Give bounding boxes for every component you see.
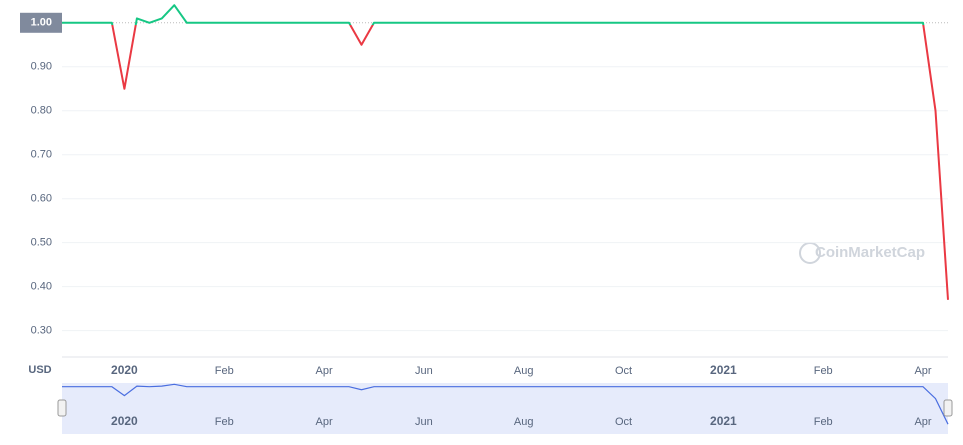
navigator-handle[interactable]	[57, 399, 67, 417]
y-tick-label: 0.90	[31, 61, 52, 73]
x-tick-label: 2021	[710, 363, 737, 377]
x-tick-label: Feb	[814, 365, 833, 377]
navigator-label: Oct	[615, 416, 632, 428]
x-tick-label: Apr	[315, 365, 332, 377]
x-tick-label: 2020	[111, 363, 138, 377]
navigator-bg[interactable]	[62, 383, 948, 434]
x-tick-label: Jun	[415, 365, 433, 377]
y-tick-label: 0.50	[31, 237, 52, 249]
y-tick-label: 0.30	[31, 325, 52, 337]
price-line	[62, 4, 949, 300]
y-tick-label: 0.80	[31, 105, 52, 117]
navigator-label: Jun	[415, 416, 433, 428]
y-tick-label: 0.70	[31, 149, 52, 161]
x-tick-label: Oct	[615, 365, 632, 377]
x-tick-label: Aug	[514, 365, 534, 377]
x-tick-label: Apr	[914, 365, 931, 377]
navigator-label: Apr	[315, 416, 332, 428]
y-tick-label: 0.40	[31, 281, 52, 293]
currency-label: USD	[28, 364, 51, 376]
price-tag-bg	[20, 12, 62, 33]
price-tag: 1.00	[31, 17, 52, 29]
y-tick-label: 0.60	[31, 193, 52, 205]
navigator-handle[interactable]	[943, 399, 953, 417]
navigator-label: Feb	[814, 416, 833, 428]
watermark: CoinMarketCap	[815, 244, 925, 261]
navigator-label: Apr	[914, 416, 931, 428]
x-tick-label: Feb	[215, 365, 234, 377]
navigator-label: Aug	[514, 416, 534, 428]
navigator-label: 2020	[111, 414, 138, 428]
navigator-line	[62, 383, 949, 425]
navigator-label: Feb	[215, 416, 234, 428]
navigator-label: 2021	[710, 414, 737, 428]
